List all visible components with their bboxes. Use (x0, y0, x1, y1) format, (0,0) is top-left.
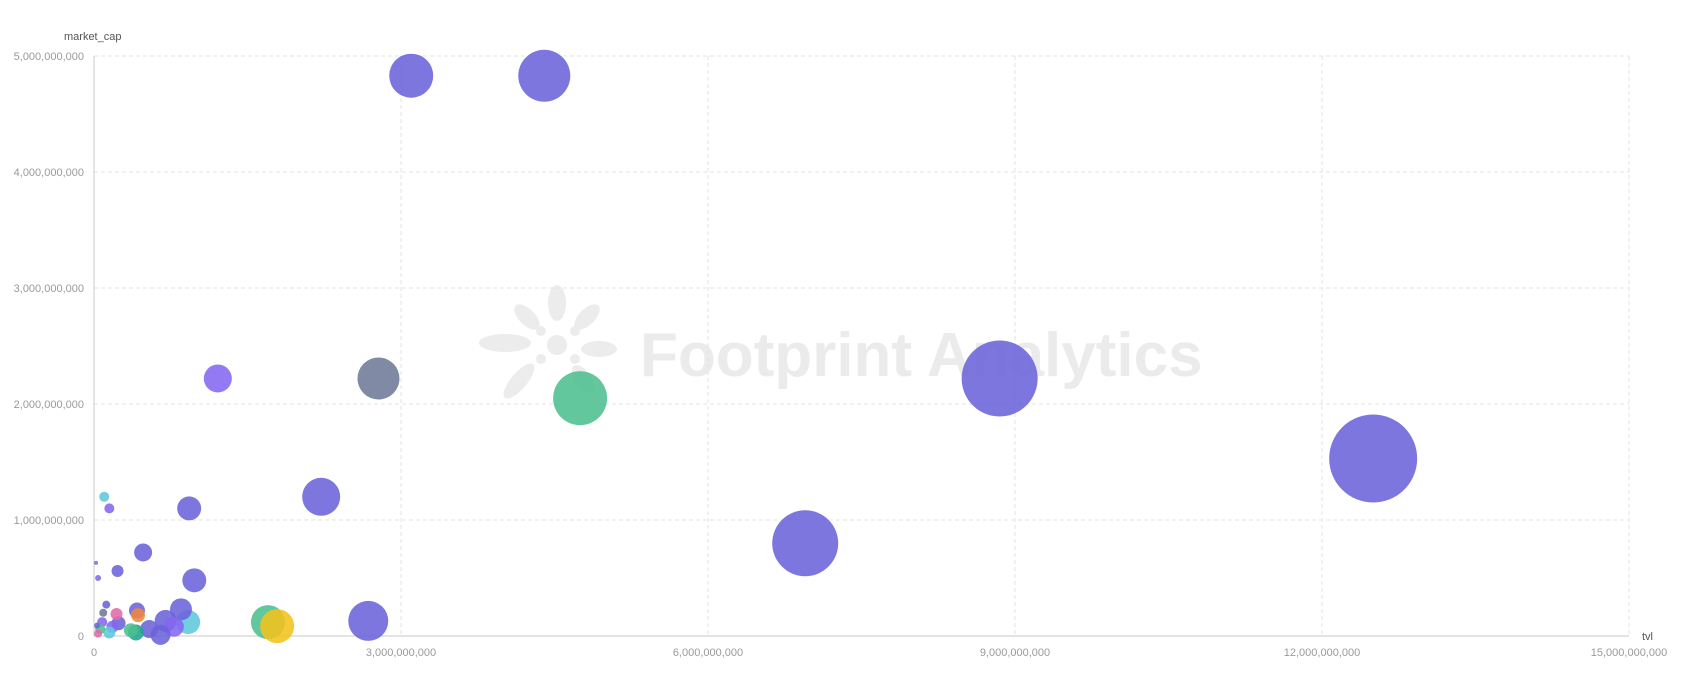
y-tick-label: 1,000,000,000 (14, 515, 84, 527)
bubble-point[interactable] (102, 600, 111, 609)
bubble-point[interactable] (99, 491, 110, 502)
bubble-point[interactable] (177, 496, 202, 521)
bubble-point[interactable] (110, 607, 123, 620)
bubble-point[interactable] (260, 609, 295, 644)
bubble-point[interactable] (1329, 414, 1418, 503)
watermark: Footprint Analytics (479, 285, 1203, 399)
bubble-point[interactable] (389, 53, 434, 98)
x-tick-label: 9,000,000,000 (980, 647, 1050, 659)
bubble-point[interactable] (134, 543, 153, 562)
bubble-point[interactable] (553, 371, 608, 426)
bubble-point[interactable] (131, 608, 146, 623)
y-tick-label: 0 (78, 631, 84, 643)
bubble-point[interactable] (203, 364, 232, 393)
bubble-point[interactable] (94, 622, 101, 629)
bubble-point[interactable] (357, 357, 400, 400)
bubble-point[interactable] (348, 600, 389, 641)
bubble-point[interactable] (94, 560, 99, 565)
bubble-point[interactable] (111, 565, 124, 578)
x-tick-label: 15,000,000,000 (1591, 647, 1667, 659)
bubble-layer (94, 49, 1418, 645)
y-tick-label: 4,000,000,000 (14, 167, 84, 179)
bubble-point[interactable] (302, 477, 341, 516)
bubble-point[interactable] (94, 629, 103, 638)
bubble-point[interactable] (961, 340, 1038, 417)
y-axis-title: market_cap (64, 31, 121, 43)
watermark-text: Footprint Analytics (640, 321, 1203, 390)
bubble-point[interactable] (182, 568, 207, 593)
x-tick-label: 3,000,000,000 (366, 647, 436, 659)
y-tick-label: 3,000,000,000 (14, 283, 84, 295)
x-tick-label: 0 (91, 647, 97, 659)
x-axis-title: tvl (1642, 631, 1653, 643)
bubble-point[interactable] (169, 598, 192, 621)
bubble-point[interactable] (123, 623, 138, 638)
bubble-point[interactable] (99, 608, 108, 617)
grid-layer (94, 55, 1630, 636)
x-tick-label: 12,000,000,000 (1284, 647, 1360, 659)
bubble-point[interactable] (518, 49, 571, 102)
y-tick-label: 5,000,000,000 (14, 51, 84, 63)
bubble-point[interactable] (95, 575, 102, 581)
axis-layer: 0 1,000,000,000 2,000,000,000 3,000,000,000… (14, 51, 1668, 659)
x-tick-label: 6,000,000,000 (673, 647, 743, 659)
bubble-point[interactable] (103, 626, 116, 639)
bubble-point[interactable] (140, 620, 159, 639)
bubble-point[interactable] (772, 510, 839, 577)
y-tick-label: 2,000,000,000 (14, 399, 84, 411)
bubble-point[interactable] (104, 503, 115, 514)
